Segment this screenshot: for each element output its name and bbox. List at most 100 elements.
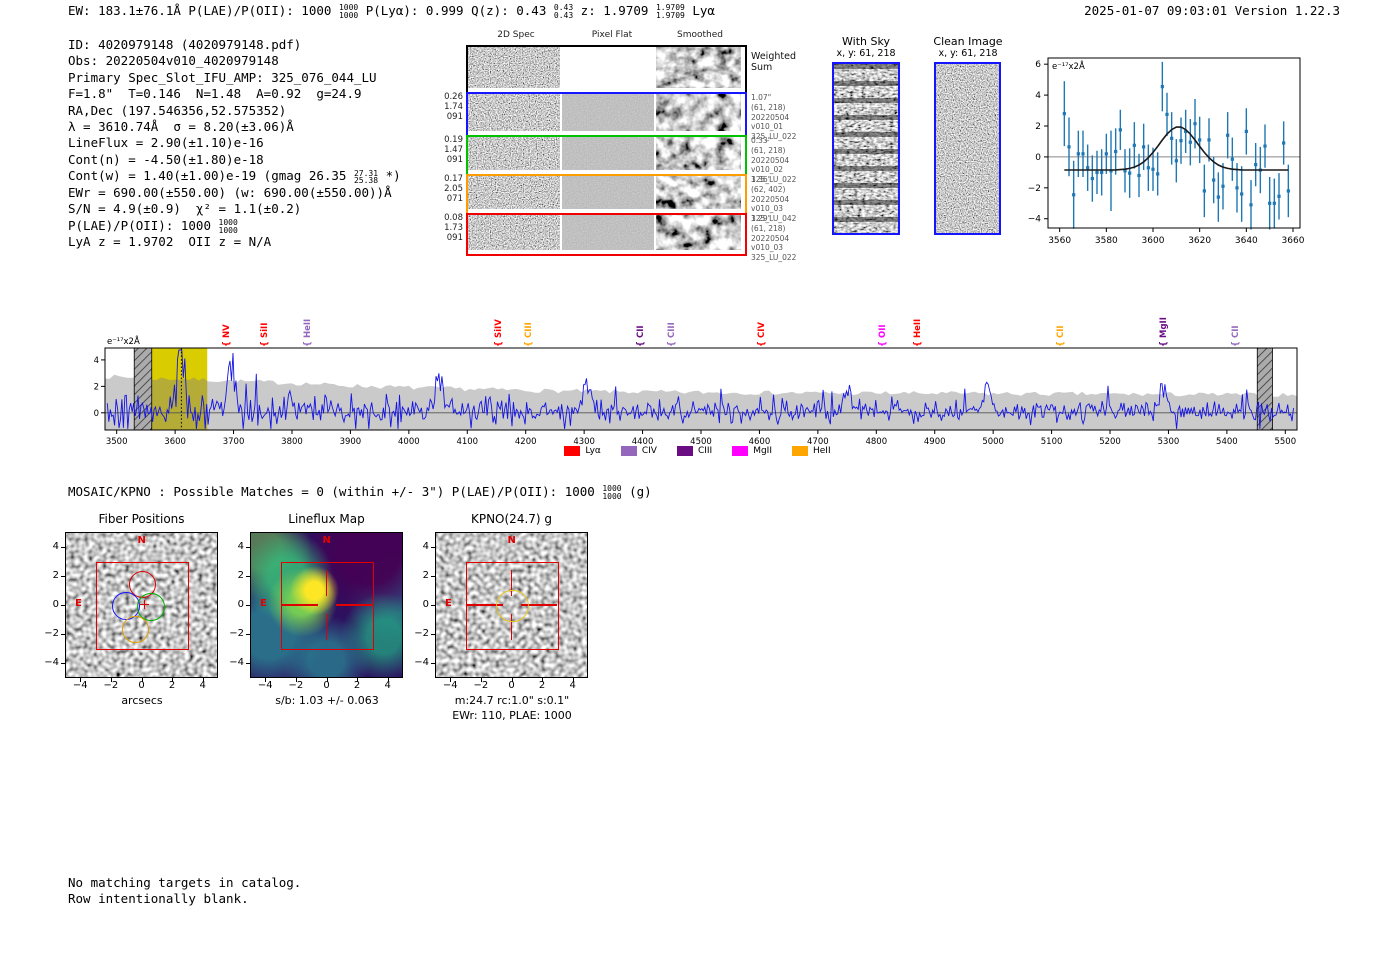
sky-line-bands xyxy=(834,64,898,233)
catalog-match-note: No matching targets in catalog. Row inten… xyxy=(68,875,301,906)
axis-tick xyxy=(295,678,297,682)
axis-tick-label: −4 xyxy=(44,657,59,669)
axis-tick-label: 2 xyxy=(52,569,59,581)
legend-item: CIV xyxy=(620,446,657,456)
axis-tick xyxy=(110,678,112,682)
axis-tick xyxy=(326,678,328,682)
header-summary: EW: 183.1±76.1Å P(LAE)/P(OII): 1000 1000… xyxy=(68,3,715,20)
spec2d-image xyxy=(468,215,560,254)
spectrum-legend: Lyα CIV CIII MgII HeII xyxy=(85,446,1310,456)
info-line: Obs: 20220504v010_4020979148 xyxy=(68,53,279,69)
axis-tick xyxy=(172,678,174,682)
spec2d-col-header: Pixel Flat xyxy=(591,30,633,40)
legend-item: CIII xyxy=(676,446,713,456)
axis-tick xyxy=(202,678,204,682)
svg-text:4: 4 xyxy=(1035,91,1041,101)
lineflux-map-title: Lineflux Map xyxy=(288,512,365,526)
crosshair-segment xyxy=(466,604,503,606)
svg-text:3560: 3560 xyxy=(1048,236,1071,246)
axis-tick-label: −2 xyxy=(473,680,489,691)
emission-line-marker: { CII xyxy=(1230,325,1241,347)
legend-item: Lyα xyxy=(564,446,601,456)
fraction: 1000 1000 xyxy=(218,218,238,235)
svg-text:3800: 3800 xyxy=(281,437,303,447)
pixel-flat-image xyxy=(562,176,654,213)
detection-info-block: ID: 4020979148 (4020979148.pdf) Obs: 2022… xyxy=(68,37,401,251)
info-line: LineFlux = 2.90(±1.10)e-16 xyxy=(68,135,264,151)
svg-text:4700: 4700 xyxy=(807,437,829,447)
crosshair-segment xyxy=(335,604,372,606)
axis-tick xyxy=(431,634,435,636)
spec2d-row-left-label: 0.19 1.47 091 xyxy=(444,135,463,165)
fraction: 1000 1000 xyxy=(602,484,622,501)
pixel-flat-image xyxy=(562,47,654,92)
legend-swatch xyxy=(620,446,637,456)
svg-text:2: 2 xyxy=(94,382,99,392)
legend-label: CIII xyxy=(697,446,713,456)
axis-tick-label: 0 xyxy=(52,599,59,610)
axis-tick xyxy=(431,546,435,548)
spec2d-image xyxy=(468,176,560,213)
emission-line-marker: { HeII xyxy=(302,318,313,347)
clean-image-coords: x, y: 61, 218 xyxy=(938,48,998,59)
info-line: ID: 4020979148 (4020979148.pdf) xyxy=(68,37,302,52)
with-sky-image xyxy=(832,62,900,235)
inset-square xyxy=(281,561,374,651)
svg-text:3700: 3700 xyxy=(223,437,245,447)
crosshair-segment xyxy=(510,614,513,640)
svg-text:3580: 3580 xyxy=(1095,236,1118,246)
lineflux-heatmap xyxy=(251,533,402,677)
with-sky-coords: x, y: 61, 218 xyxy=(836,48,896,59)
east-label: E xyxy=(75,598,82,609)
crosshair-segment xyxy=(281,604,318,606)
spec2d-row xyxy=(466,135,747,176)
fiber-circle xyxy=(136,592,165,621)
emission-line-marker: { CII xyxy=(1055,325,1066,347)
smoothed-image xyxy=(656,215,741,254)
axis-tick xyxy=(431,575,435,577)
svg-text:4600: 4600 xyxy=(749,437,771,447)
crosshair-segment xyxy=(325,614,328,640)
spec2d-image xyxy=(468,94,560,135)
legend-label: CIV xyxy=(641,446,657,456)
spec2d-row-annotation: 0.33" (61, 218) 20220504 v010_02 325_LU_022 xyxy=(751,136,797,184)
emission-line-marker: { SiII xyxy=(260,322,271,347)
spec2d-row-annotation: 1.29" (61, 218) 20220504 v010_03 325_LU_022 xyxy=(751,214,797,262)
axis-tick xyxy=(431,663,435,665)
svg-text:4200: 4200 xyxy=(515,437,537,447)
axis-tick-label: 4 xyxy=(199,680,206,691)
info-line: Cont(w) = 1.40(±1.00)e-19 (gmag 26.35 27… xyxy=(68,168,401,186)
axis-tick xyxy=(511,678,513,682)
spec2d-col-header: Smoothed xyxy=(677,30,723,40)
spec2d-row-annotation: 1.07" (61, 218) 20220504 v010_01 325_LU_022 xyxy=(751,93,797,141)
axis-tick-label: 2 xyxy=(353,680,361,691)
svg-text:5000: 5000 xyxy=(982,437,1004,447)
spec2d-row xyxy=(466,45,747,94)
axis-tick-label: 4 xyxy=(384,680,391,691)
emission-line-marker: { SiIV xyxy=(494,319,505,347)
svg-text:−2: −2 xyxy=(1028,184,1041,194)
legend-label: MgII xyxy=(753,446,772,456)
svg-text:3500: 3500 xyxy=(106,437,128,447)
svg-text:6: 6 xyxy=(1035,60,1041,70)
svg-text:3640: 3640 xyxy=(1235,236,1258,246)
legend-swatch xyxy=(732,446,749,456)
axis-tick-label: 4 xyxy=(569,680,576,691)
info-line: Primary Spec_Slot_IFU_AMP: 325_076_044_L… xyxy=(68,69,377,85)
kpno-caption-2: EWr: 110, PLAE: 1000 xyxy=(452,709,572,722)
axis-tick-label: 0 xyxy=(323,680,330,691)
svg-text:4000: 4000 xyxy=(398,437,420,447)
svg-text:0: 0 xyxy=(94,409,99,419)
axis-tick-label: 4 xyxy=(422,540,429,552)
svg-text:4: 4 xyxy=(94,356,99,366)
axis-tick xyxy=(450,678,452,682)
axis-tick xyxy=(61,546,65,548)
inset-square xyxy=(96,561,189,651)
svg-text:3620: 3620 xyxy=(1188,236,1211,246)
axis-tick xyxy=(80,678,82,682)
info-line: F=1.8" T=0.146 N=1.48 A=0.92 g=24.9 xyxy=(68,86,362,102)
axis-tick-label: 0 xyxy=(138,680,145,691)
axis-tick xyxy=(480,678,482,682)
spec2d-row-left-label: 0.08 1.73 091 xyxy=(444,213,463,243)
